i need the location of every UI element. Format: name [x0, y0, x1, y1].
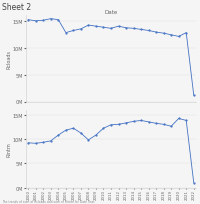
Title: Date: Date	[104, 10, 118, 14]
Text: The trends of sum of Rcloads and sum of Rintm for Date Year.: The trends of sum of Rcloads and sum of …	[2, 199, 95, 203]
Y-axis label: Rintm: Rintm	[6, 142, 11, 156]
Text: Sheet 2: Sheet 2	[2, 3, 31, 12]
Y-axis label: Rcloads: Rcloads	[6, 50, 11, 69]
